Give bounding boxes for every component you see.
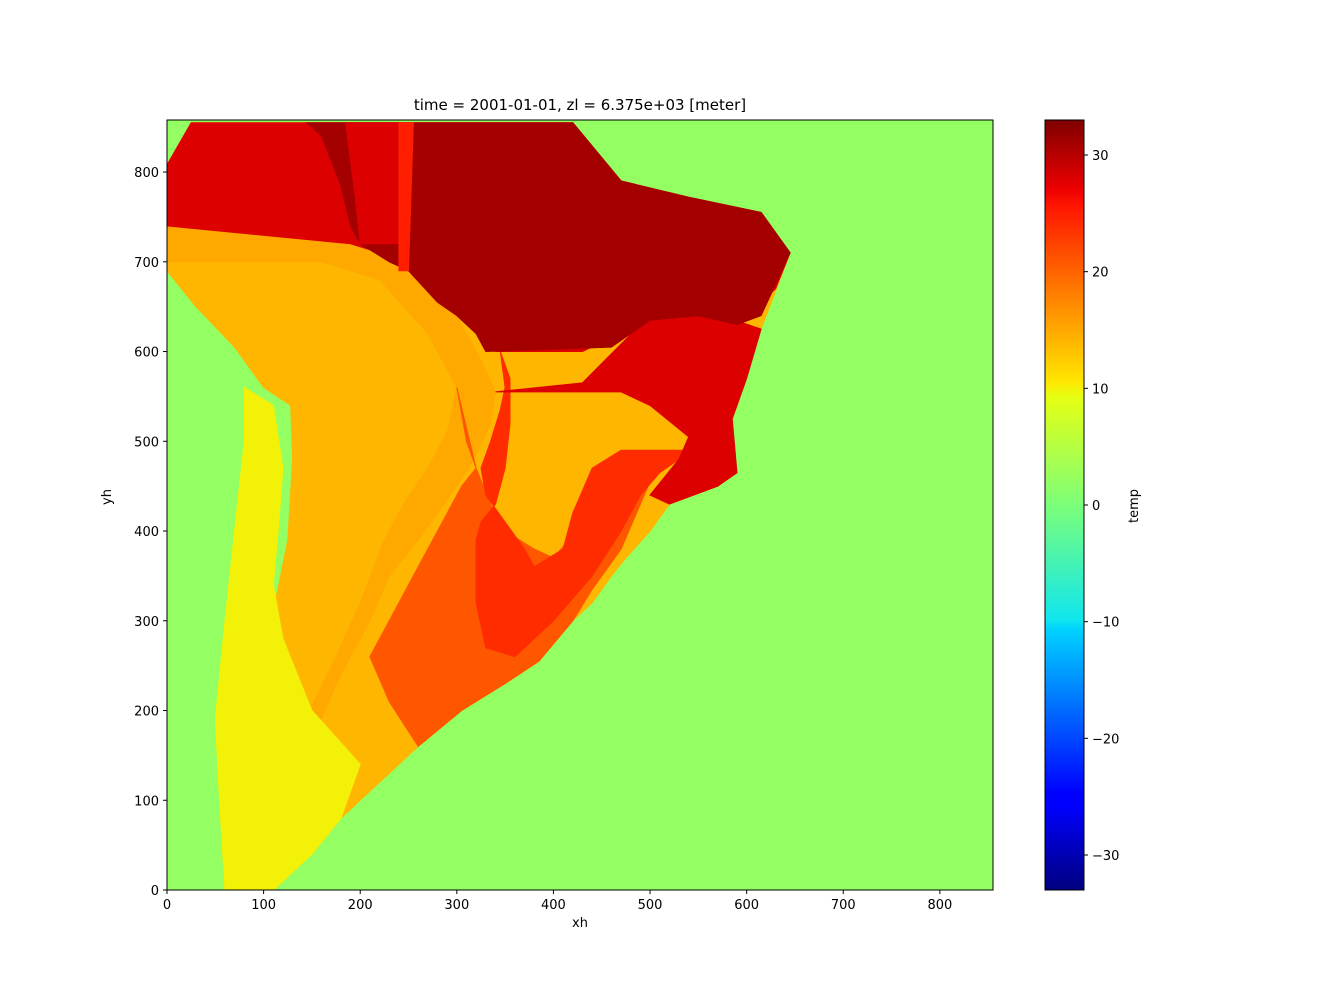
x-tick-label: 200 — [348, 898, 373, 913]
y-tick-label: 600 — [134, 346, 159, 361]
y-tick-label: 700 — [134, 256, 159, 271]
colorbar — [1044, 119, 1085, 891]
y-tick-label: 200 — [134, 705, 159, 720]
colorbar-label: temp — [1127, 488, 1142, 523]
y-tick-label: 500 — [134, 435, 159, 450]
y-axis-label: yh — [100, 489, 115, 505]
y-tick-label: 800 — [134, 166, 159, 181]
x-tick-label: 100 — [251, 898, 276, 913]
colorbar-tick-label: −30 — [1092, 849, 1119, 864]
x-tick-label: 300 — [444, 898, 469, 913]
chart-title: time = 2001-01-01, zl = 6.375e+03 [meter… — [413, 96, 747, 114]
colorbar-tick-label: −20 — [1092, 732, 1119, 747]
heatmap-region-western-strip — [214, 386, 361, 890]
y-axis: 0 100 200 300 400 500 600 700 800 — [134, 166, 167, 899]
colorbar-tick-label: −10 — [1092, 616, 1119, 631]
heatmap-region-north-core — [305, 122, 791, 353]
x-tick-label: 600 — [734, 898, 759, 913]
x-axis-label: xh — [572, 916, 588, 931]
plot-frame — [166, 119, 994, 891]
heatmap-plot-area — [167, 120, 993, 890]
x-axis: 0 100 200 300 400 500 600 700 800 — [163, 890, 952, 913]
heatmap-region-amazon-column — [345, 122, 405, 245]
x-tick-label: 0 — [163, 898, 171, 913]
y-tick-label: 400 — [134, 525, 159, 540]
x-tick-label: 500 — [638, 898, 663, 913]
x-tick-label: 700 — [831, 898, 856, 913]
colorbar-tick-label: 30 — [1092, 149, 1109, 164]
y-tick-label: 0 — [151, 884, 159, 899]
heatmap-region-central-band — [167, 225, 497, 731]
x-tick-label: 400 — [541, 898, 566, 913]
x-tick-label: 800 — [927, 898, 952, 913]
y-tick-label: 100 — [134, 794, 159, 809]
colorbar-tick-label: 10 — [1092, 382, 1109, 397]
heatmap-region-river-stripe — [398, 122, 414, 272]
colorbar-tick-label: 0 — [1092, 499, 1100, 514]
colorbar-axis: −30 −20 −10 0 10 20 30 — [1084, 149, 1119, 864]
colorbar-tick-label: 20 — [1092, 266, 1109, 281]
y-tick-label: 300 — [134, 615, 159, 630]
